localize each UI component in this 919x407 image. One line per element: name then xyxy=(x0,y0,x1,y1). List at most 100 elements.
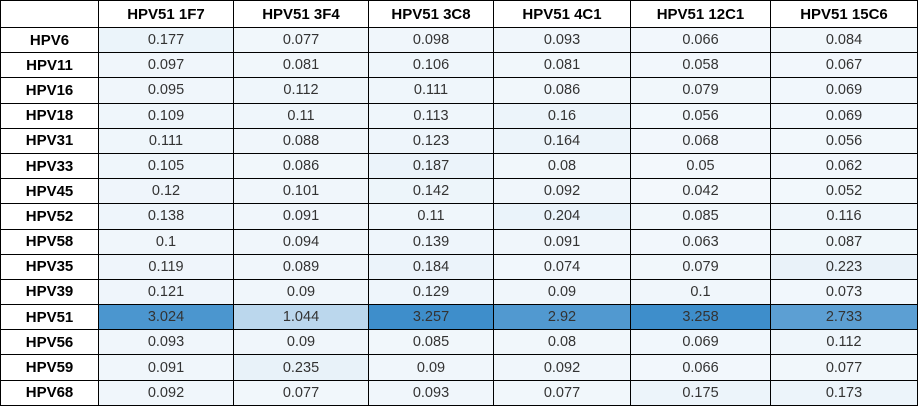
table-cell[interactable]: 0.077 xyxy=(233,379,369,406)
table-cell[interactable]: 0.081 xyxy=(493,52,631,79)
table-cell[interactable]: 0.097 xyxy=(98,52,234,79)
column-header[interactable]: HPV51 15C6 xyxy=(770,0,918,28)
table-cell[interactable]: 0.086 xyxy=(493,77,631,104)
table-cell[interactable]: 0.173 xyxy=(770,379,918,406)
table-cell[interactable]: 2.733 xyxy=(770,304,918,331)
row-header[interactable]: HPV51 xyxy=(0,304,99,331)
table-cell[interactable]: 0.08 xyxy=(493,329,631,356)
row-header[interactable]: HPV6 xyxy=(0,26,99,54)
table-cell[interactable]: 0.121 xyxy=(98,278,234,306)
table-cell[interactable]: 0.091 xyxy=(98,354,234,381)
table-cell[interactable]: 0.052 xyxy=(770,178,918,205)
table-cell[interactable]: 0.066 xyxy=(630,354,771,381)
table-cell[interactable]: 0.077 xyxy=(770,354,918,381)
table-cell[interactable]: 0.085 xyxy=(368,329,494,356)
row-header[interactable]: HPV59 xyxy=(0,354,99,381)
table-cell[interactable]: 0.101 xyxy=(233,178,369,205)
table-cell[interactable]: 0.042 xyxy=(630,178,771,205)
table-cell[interactable]: 2.92 xyxy=(493,304,631,331)
table-cell[interactable]: 0.092 xyxy=(98,379,234,406)
table-cell[interactable]: 0.056 xyxy=(770,127,918,154)
row-header[interactable]: HPV33 xyxy=(0,152,99,180)
row-header[interactable]: HPV45 xyxy=(0,178,99,205)
row-header[interactable]: HPV11 xyxy=(0,52,99,79)
table-cell[interactable]: 0.089 xyxy=(233,253,369,280)
table-cell[interactable]: 0.142 xyxy=(368,178,494,205)
table-cell[interactable]: 0.086 xyxy=(233,152,369,180)
table-cell[interactable]: 0.095 xyxy=(98,77,234,104)
table-cell[interactable]: 0.092 xyxy=(493,178,631,205)
table-cell[interactable]: 0.139 xyxy=(368,228,494,255)
table-cell[interactable]: 0.116 xyxy=(770,203,918,230)
table-cell[interactable]: 1.044 xyxy=(233,304,369,331)
table-cell[interactable]: 0.091 xyxy=(233,203,369,230)
column-header[interactable]: HPV51 12C1 xyxy=(630,0,771,28)
column-header[interactable]: HPV51 3C8 xyxy=(368,0,494,28)
row-header[interactable]: HPV18 xyxy=(0,102,99,129)
table-cell[interactable]: 0.05 xyxy=(630,152,771,180)
table-cell[interactable]: 0.112 xyxy=(770,329,918,356)
table-cell[interactable]: 0.105 xyxy=(98,152,234,180)
table-cell[interactable]: 0.235 xyxy=(233,354,369,381)
table-cell[interactable]: 0.129 xyxy=(368,278,494,306)
table-cell[interactable]: 0.077 xyxy=(493,379,631,406)
table-cell[interactable]: 0.069 xyxy=(770,77,918,104)
row-header[interactable]: HPV52 xyxy=(0,203,99,230)
table-cell[interactable]: 0.111 xyxy=(368,77,494,104)
table-cell[interactable]: 3.257 xyxy=(368,304,494,331)
table-cell[interactable]: 0.08 xyxy=(493,152,631,180)
row-header[interactable]: HPV35 xyxy=(0,253,99,280)
table-cell[interactable]: 0.092 xyxy=(493,354,631,381)
table-cell[interactable]: 0.177 xyxy=(98,26,234,54)
table-cell[interactable]: 0.098 xyxy=(368,26,494,54)
table-cell[interactable]: 0.1 xyxy=(98,228,234,255)
table-cell[interactable]: 0.056 xyxy=(630,102,771,129)
table-cell[interactable]: 0.074 xyxy=(493,253,631,280)
table-cell[interactable]: 0.091 xyxy=(493,228,631,255)
table-cell[interactable]: 0.204 xyxy=(493,203,631,230)
table-cell[interactable]: 0.09 xyxy=(233,329,369,356)
table-cell[interactable]: 3.024 xyxy=(98,304,234,331)
table-cell[interactable]: 0.093 xyxy=(98,329,234,356)
table-cell[interactable]: 0.106 xyxy=(368,52,494,79)
table-cell[interactable]: 0.084 xyxy=(770,26,918,54)
table-cell[interactable]: 0.094 xyxy=(233,228,369,255)
table-cell[interactable]: 0.119 xyxy=(98,253,234,280)
table-cell[interactable]: 0.09 xyxy=(368,354,494,381)
column-header[interactable]: HPV51 4C1 xyxy=(493,0,631,28)
table-cell[interactable]: 0.069 xyxy=(770,102,918,129)
table-cell[interactable]: 0.113 xyxy=(368,102,494,129)
table-cell[interactable]: 0.12 xyxy=(98,178,234,205)
table-cell[interactable]: 0.123 xyxy=(368,127,494,154)
table-cell[interactable]: 0.079 xyxy=(630,77,771,104)
row-header[interactable]: HPV16 xyxy=(0,77,99,104)
table-cell[interactable]: 0.088 xyxy=(233,127,369,154)
row-header[interactable]: HPV58 xyxy=(0,228,99,255)
table-cell[interactable]: 3.258 xyxy=(630,304,771,331)
table-cell[interactable]: 0.081 xyxy=(233,52,369,79)
corner-cell[interactable] xyxy=(0,0,99,28)
table-cell[interactable]: 0.111 xyxy=(98,127,234,154)
table-cell[interactable]: 0.085 xyxy=(630,203,771,230)
row-header[interactable]: HPV39 xyxy=(0,278,99,306)
table-cell[interactable]: 0.093 xyxy=(368,379,494,406)
table-cell[interactable]: 0.184 xyxy=(368,253,494,280)
table-cell[interactable]: 0.079 xyxy=(630,253,771,280)
table-cell[interactable]: 0.067 xyxy=(770,52,918,79)
row-header[interactable]: HPV31 xyxy=(0,127,99,154)
table-cell[interactable]: 0.175 xyxy=(630,379,771,406)
table-cell[interactable]: 0.11 xyxy=(233,102,369,129)
table-cell[interactable]: 0.073 xyxy=(770,278,918,306)
table-cell[interactable]: 0.087 xyxy=(770,228,918,255)
table-cell[interactable]: 0.062 xyxy=(770,152,918,180)
table-cell[interactable]: 0.068 xyxy=(630,127,771,154)
table-cell[interactable]: 0.063 xyxy=(630,228,771,255)
column-header[interactable]: HPV51 1F7 xyxy=(98,0,234,28)
table-cell[interactable]: 0.066 xyxy=(630,26,771,54)
table-cell[interactable]: 0.093 xyxy=(493,26,631,54)
table-cell[interactable]: 0.223 xyxy=(770,253,918,280)
row-header[interactable]: HPV68 xyxy=(0,379,99,406)
table-cell[interactable]: 0.077 xyxy=(233,26,369,54)
column-header[interactable]: HPV51 3F4 xyxy=(233,0,369,28)
table-cell[interactable]: 0.1 xyxy=(630,278,771,306)
